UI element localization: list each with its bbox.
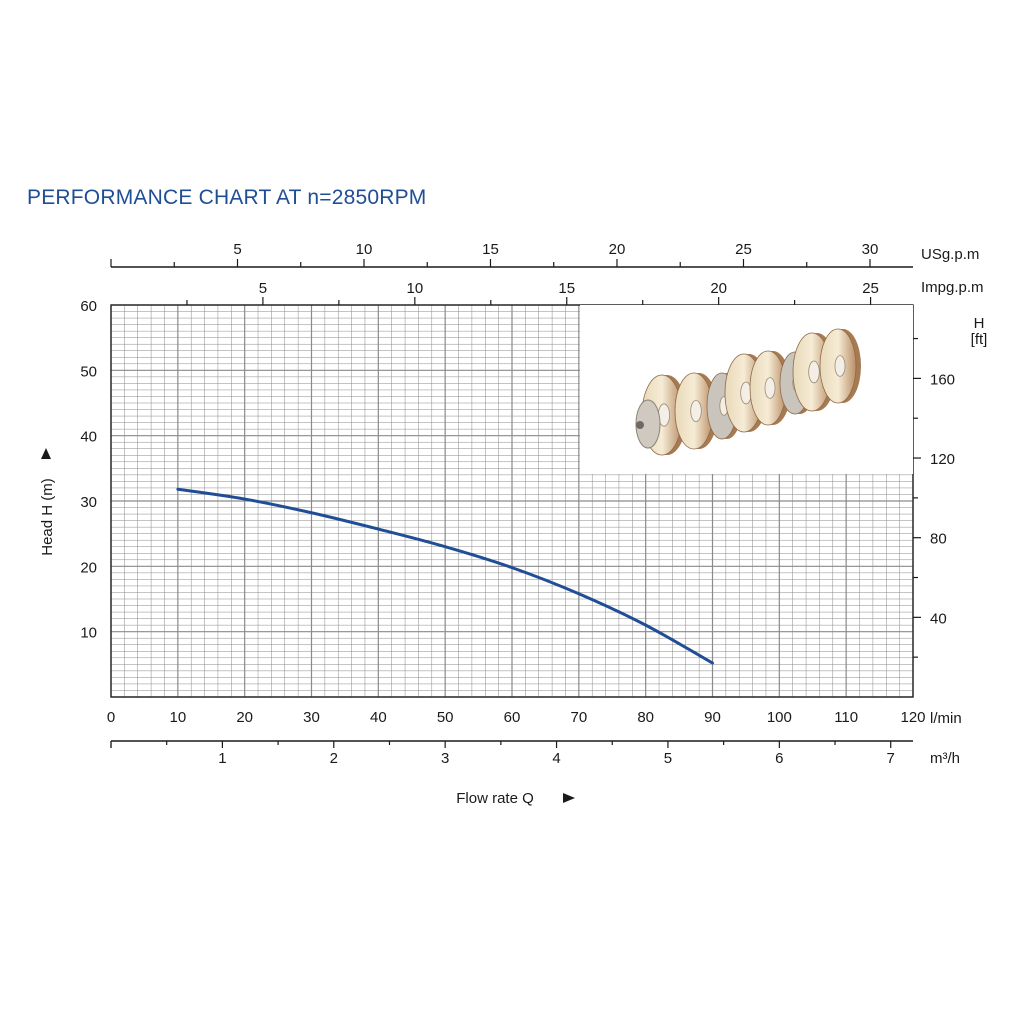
x-axis-title: Flow rate Q — [456, 790, 534, 807]
usgpm-tick-label: 15 — [482, 241, 499, 258]
shaft-end — [636, 421, 644, 429]
chart-title: PERFORMANCE CHART AT n=2850RPM — [27, 186, 427, 209]
m3h-tick-label: 5 — [664, 750, 672, 767]
x-tick-label: 40 — [370, 709, 387, 726]
x-tick-label: 0 — [107, 709, 115, 726]
x-tick-label: 110 — [834, 709, 858, 726]
axes-layer — [110, 259, 921, 748]
x-tick-label: 50 — [437, 709, 454, 726]
usgpm-tick-label: 25 — [735, 241, 752, 258]
usgpm-tick-label: 20 — [609, 241, 626, 258]
x-tick-label: 20 — [236, 709, 253, 726]
impgpm-tick-label: 5 — [259, 280, 267, 297]
x-tick-label: 120 — [900, 709, 925, 726]
x-tick-label: 30 — [303, 709, 320, 726]
x-tick-label: 60 — [504, 709, 521, 726]
impeller-hub — [808, 360, 820, 384]
usgpm-unit-label: USg.p.m — [921, 246, 979, 263]
y-tick-label: 40 — [80, 429, 97, 446]
usgpm-tick-label: 5 — [233, 241, 241, 258]
m3h-unit-label: m³/h — [930, 750, 960, 767]
x-axis-arrow-icon — [563, 793, 575, 803]
m3h-tick-label: 1 — [218, 750, 226, 767]
m3h-tick-label: 6 — [775, 750, 783, 767]
x-unit-label: l/min — [930, 710, 962, 727]
usgpm-tick-label: 10 — [356, 241, 373, 258]
impeller-hub — [764, 377, 776, 399]
y-axis-arrow-icon — [41, 448, 51, 459]
m3h-tick-label: 4 — [552, 750, 560, 767]
m3h-tick-label: 2 — [330, 750, 338, 767]
head-flow-curve — [176, 487, 714, 665]
plot-frame — [110, 304, 914, 698]
ft-tick-label: 80 — [930, 531, 947, 548]
ft-unit-label-2: [ft] — [971, 331, 988, 348]
ft-tick-label: 120 — [930, 451, 955, 468]
ft-tick-label: 160 — [930, 371, 955, 388]
y-tick-label: 50 — [80, 363, 97, 380]
pump-impeller-stack-icon — [580, 305, 913, 474]
x-tick-label: 80 — [637, 709, 654, 726]
impgpm-tick-label: 15 — [558, 280, 575, 297]
impgpm-tick-label: 10 — [406, 280, 423, 297]
x-tick-label: 90 — [704, 709, 721, 726]
x-tick-label: 100 — [767, 709, 792, 726]
usgpm-tick-label: 30 — [862, 241, 879, 258]
x-tick-label: 70 — [570, 709, 587, 726]
shaft-end-cap — [635, 399, 661, 449]
y-axis-title: Head H (m) — [39, 478, 56, 556]
m3h-tick-label: 3 — [441, 750, 449, 767]
impgpm-tick-label: 25 — [862, 280, 879, 297]
y-tick-label: 20 — [80, 559, 97, 576]
curve-layer — [176, 487, 714, 665]
impeller-hub — [834, 355, 846, 377]
y-tick-label: 60 — [80, 298, 97, 315]
impgpm-unit-label: Impg.p.m — [921, 279, 984, 296]
ft-tick-label: 40 — [930, 610, 947, 627]
m3h-tick-label: 7 — [887, 750, 895, 767]
impgpm-tick-label: 20 — [710, 280, 727, 297]
impeller-hub — [690, 399, 702, 423]
ft-unit-label: H — [974, 315, 985, 332]
y-tick-label: 30 — [80, 494, 97, 511]
x-tick-label: 10 — [169, 709, 186, 726]
y-tick-label: 10 — [80, 625, 97, 642]
